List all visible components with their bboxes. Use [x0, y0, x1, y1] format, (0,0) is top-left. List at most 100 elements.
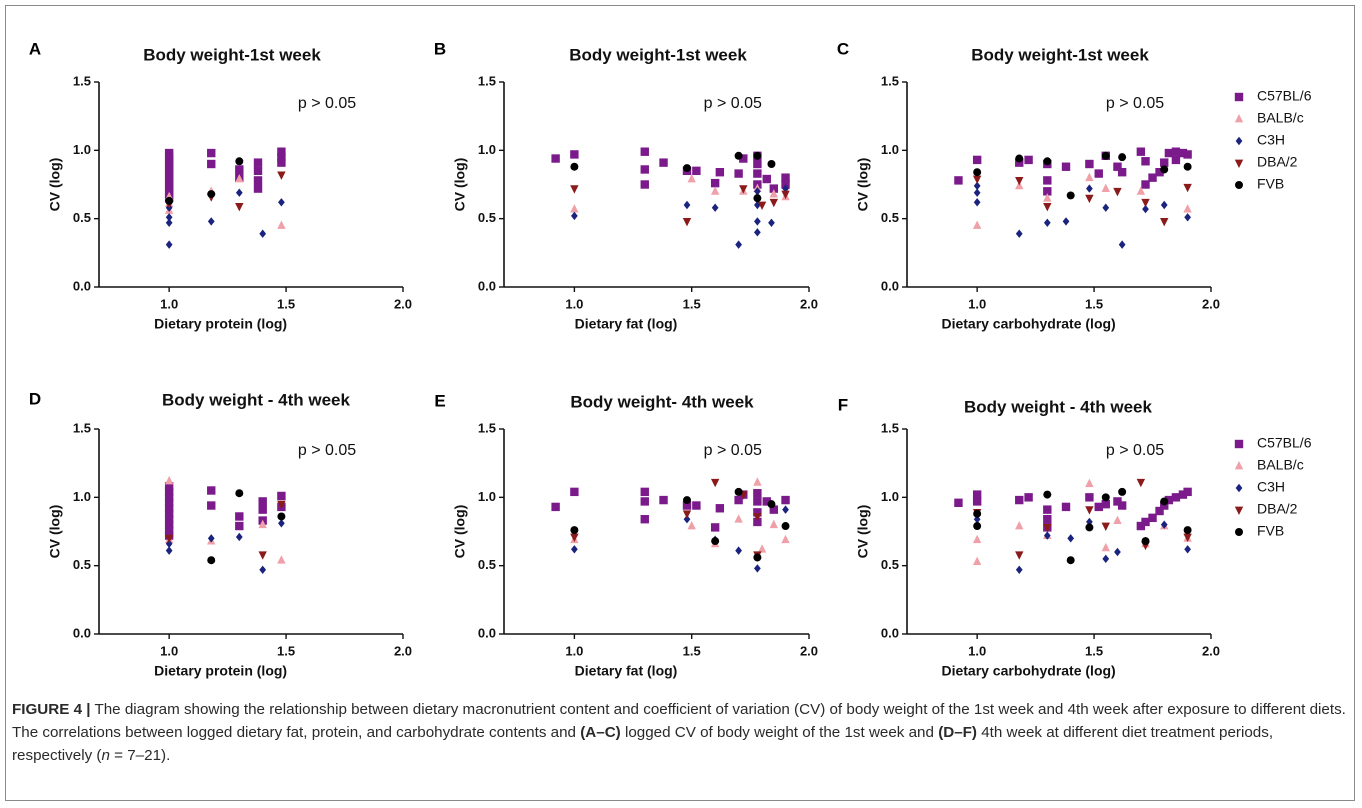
y-axis-label: CV (log) [855, 158, 871, 212]
data-point [1155, 168, 1164, 177]
data-point [739, 154, 748, 163]
y-tick-label: 0.0 [881, 278, 899, 293]
data-point [640, 180, 649, 189]
data-point [1171, 493, 1181, 502]
data-point [259, 229, 267, 238]
x-tick-label: 1.0 [160, 296, 178, 311]
x-tick-label: 1.5 [1085, 296, 1103, 311]
data-point [1066, 191, 1075, 200]
data-point [972, 556, 982, 565]
data-point [753, 194, 762, 203]
caption-ref-1: (A–C) [580, 724, 621, 741]
legend-marker [1234, 506, 1244, 515]
data-point [277, 158, 286, 167]
data-point [278, 198, 285, 207]
data-point [1171, 155, 1181, 165]
y-tick-label: 0.5 [478, 557, 496, 572]
data-point [753, 151, 762, 160]
data-point [781, 495, 790, 505]
data-point [165, 546, 173, 555]
x-tick-label: 1.5 [277, 643, 295, 658]
data-point [1141, 537, 1150, 546]
data-point [734, 514, 743, 523]
y-tick-label: 1.5 [478, 73, 496, 88]
data-point [692, 166, 701, 176]
data-point [277, 152, 286, 162]
data-point [682, 218, 692, 227]
y-tick-label: 1.0 [478, 489, 496, 504]
data-point [659, 158, 668, 167]
caption-text-2: logged CV of body weight of the 1st week… [620, 724, 939, 741]
data-point [1160, 200, 1168, 210]
legend-marker [1235, 528, 1243, 536]
data-point [640, 147, 649, 156]
data-point [1101, 183, 1110, 192]
x-tick-label: 1.0 [968, 296, 986, 311]
data-point [1141, 198, 1150, 208]
data-point [164, 520, 174, 529]
data-point [973, 509, 982, 518]
p-value-annotation: p > 0.05 [298, 95, 356, 112]
data-point [972, 155, 982, 165]
chart-title: Body weight-1st week [971, 45, 1149, 64]
data-point [1114, 547, 1121, 557]
x-tick-label: 2.0 [394, 296, 412, 311]
legend-label: DBA/2 [1257, 154, 1298, 170]
data-point [570, 162, 579, 171]
caption-text-3: 4th week at different diet treatment per… [12, 724, 1274, 764]
data-point [1043, 202, 1052, 212]
data-point [1066, 556, 1075, 565]
data-point [235, 512, 244, 521]
data-point [710, 523, 720, 532]
data-point [1184, 545, 1191, 554]
data-point [235, 532, 243, 542]
data-point [1085, 493, 1094, 502]
panel-letter: E [434, 391, 445, 410]
data-point [1148, 173, 1157, 182]
data-point [1141, 180, 1150, 189]
data-point [781, 522, 790, 531]
data-point [767, 500, 776, 509]
data-point [570, 526, 579, 535]
data-point [1178, 490, 1188, 499]
x-axis-label: Dietary fat (log) [575, 316, 678, 332]
data-point [683, 200, 691, 210]
data-point [235, 188, 243, 197]
data-point [1113, 162, 1122, 171]
data-point [278, 519, 285, 528]
data-point [1160, 520, 1168, 529]
data-point [753, 508, 762, 517]
data-point [235, 202, 244, 212]
data-point [1101, 499, 1110, 509]
chart-title: Body weight - 4th week [964, 397, 1153, 416]
x-axis-label: Dietary protein (log) [154, 316, 287, 332]
data-point [739, 185, 748, 194]
x-tick-label: 2.0 [394, 643, 412, 658]
legend-label: C57BL/6 [1257, 435, 1312, 451]
y-tick-label: 1.0 [881, 142, 899, 157]
data-point [781, 534, 790, 544]
data-point [754, 217, 761, 226]
x-tick-label: 1.0 [968, 643, 986, 658]
data-point [164, 482, 174, 491]
y-tick-label: 0.5 [881, 557, 899, 572]
data-point [1113, 515, 1122, 524]
data-point [1178, 148, 1188, 158]
data-point [207, 501, 216, 510]
legend-label: BALB/c [1257, 457, 1304, 473]
data-point [710, 186, 720, 195]
data-point [570, 487, 579, 497]
data-point [757, 544, 767, 553]
data-point [258, 505, 267, 514]
data-point [1101, 151, 1110, 160]
data-point [235, 174, 244, 183]
data-point [277, 555, 286, 564]
data-point [1086, 517, 1093, 527]
data-point [1067, 534, 1075, 543]
data-point [277, 512, 286, 521]
legend-label: C3H [1257, 132, 1285, 148]
data-point [687, 521, 696, 530]
y-tick-label: 1.5 [73, 73, 91, 88]
data-point [753, 497, 762, 506]
data-point [734, 487, 743, 496]
